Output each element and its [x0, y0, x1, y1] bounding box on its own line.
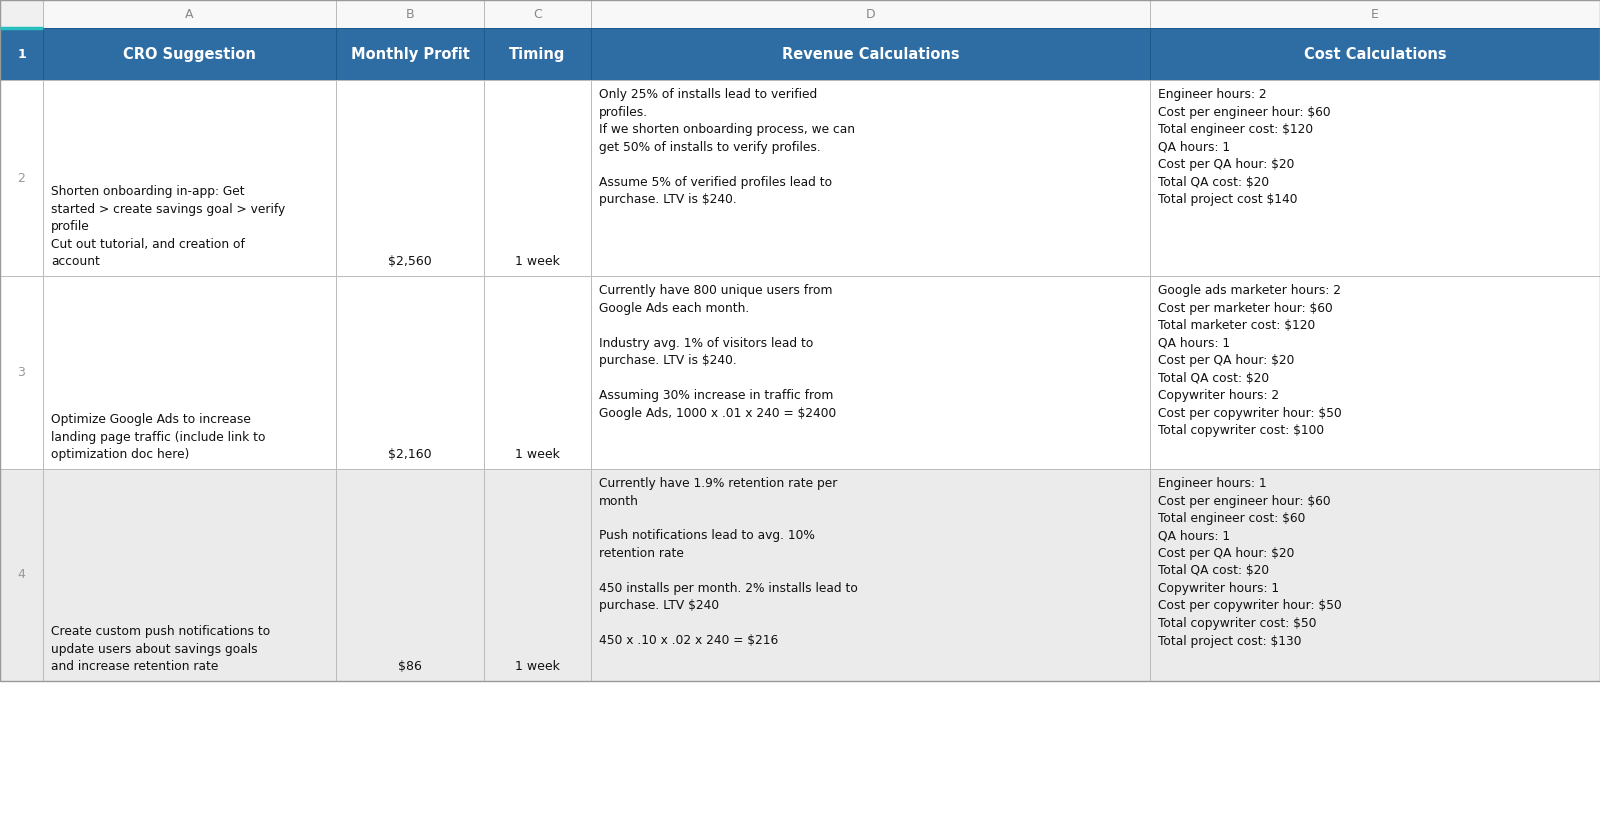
Text: Engineer hours: 1
Cost per engineer hour: $60
Total engineer cost: $60
QA hours:: Engineer hours: 1 Cost per engineer hour… [1158, 477, 1342, 648]
Text: Timing: Timing [509, 47, 566, 62]
Text: Currently have 800 unique users from
Google Ads each month.

Industry avg. 1% of: Currently have 800 unique users from Goo… [598, 284, 837, 420]
Bar [0, 469, 43, 681]
Text: 1 week: 1 week [515, 448, 560, 461]
Text: Engineer hours: 2
Cost per engineer hour: $60
Total engineer cost: $120
QA hours: Engineer hours: 2 Cost per engineer hour… [1158, 88, 1331, 206]
Text: Only 25% of installs lead to verified
profiles.
If we shorten onboarding process: Only 25% of installs lead to verified pr… [598, 88, 854, 206]
Text: B: B [406, 7, 414, 21]
Bar [0, 28, 43, 80]
Text: Revenue Calculations: Revenue Calculations [782, 47, 960, 62]
Bar [336, 28, 483, 80]
Text: Currently have 1.9% retention rate per
month

Push notifications lead to avg. 10: Currently have 1.9% retention rate per m… [598, 477, 858, 648]
Bar [0, 80, 43, 276]
Bar [483, 80, 590, 276]
Bar [43, 276, 336, 469]
Bar [590, 28, 1150, 80]
Bar [590, 469, 1150, 681]
Text: Shorten onboarding in-app: Get
started > create savings goal > verify
profile
Cu: Shorten onboarding in-app: Get started >… [51, 185, 285, 268]
Text: Create custom push notifications to
update users about savings goals
and increas: Create custom push notifications to upda… [51, 625, 270, 673]
Text: 1 week: 1 week [515, 255, 560, 268]
Text: Optimize Google Ads to increase
landing page traffic (include link to
optimizati: Optimize Google Ads to increase landing … [51, 413, 266, 461]
Bar [1150, 28, 1600, 80]
Bar [336, 0, 483, 28]
Text: 2: 2 [18, 171, 26, 184]
Bar [43, 0, 336, 28]
Text: 1 week: 1 week [515, 660, 560, 673]
Text: A: A [186, 7, 194, 21]
Text: C: C [533, 7, 542, 21]
Text: D: D [866, 7, 875, 21]
Text: Google ads marketer hours: 2
Cost per marketer hour: $60
Total marketer cost: $1: Google ads marketer hours: 2 Cost per ma… [1158, 284, 1342, 437]
Bar [483, 0, 590, 28]
Bar [1150, 276, 1600, 469]
Bar [590, 0, 1150, 28]
Text: CRO Suggestion: CRO Suggestion [123, 47, 256, 62]
Bar [590, 80, 1150, 276]
Bar [0, 0, 1600, 681]
Text: Monthly Profit: Monthly Profit [350, 47, 469, 62]
Text: 3: 3 [18, 366, 26, 379]
Bar [0, 276, 43, 469]
Bar [336, 276, 483, 469]
Bar [483, 276, 590, 469]
Bar [483, 469, 590, 681]
Text: E: E [1371, 7, 1379, 21]
Text: $86: $86 [398, 660, 422, 673]
Bar [336, 80, 483, 276]
Bar [336, 469, 483, 681]
Bar [0, 0, 43, 28]
Text: 1: 1 [18, 48, 26, 61]
Bar [1150, 80, 1600, 276]
Bar [1150, 0, 1600, 28]
Bar [43, 80, 336, 276]
Bar [483, 28, 590, 80]
Bar [590, 276, 1150, 469]
Bar [43, 469, 336, 681]
Text: Cost Calculations: Cost Calculations [1304, 47, 1446, 62]
Bar [43, 28, 336, 80]
Text: $2,160: $2,160 [389, 448, 432, 461]
Bar [1150, 469, 1600, 681]
Text: 4: 4 [18, 569, 26, 582]
Text: $2,560: $2,560 [389, 255, 432, 268]
